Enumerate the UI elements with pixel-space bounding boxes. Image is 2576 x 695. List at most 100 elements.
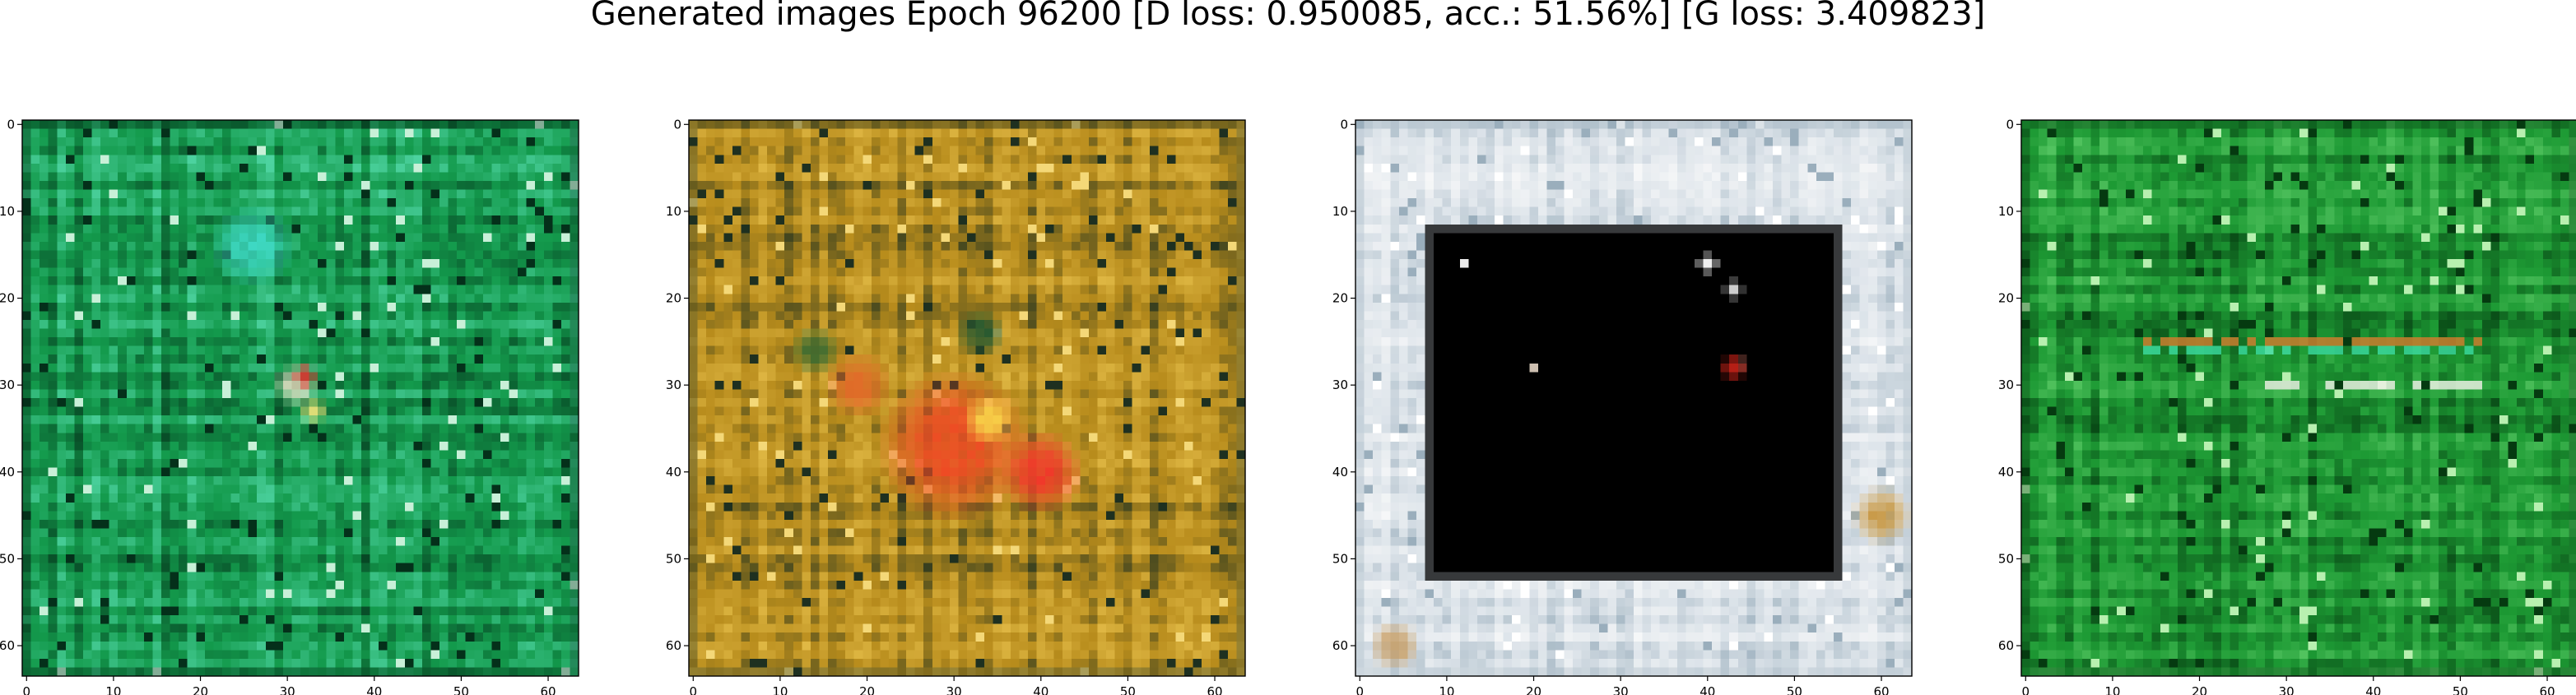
pixel: [941, 164, 950, 173]
pixel: [205, 233, 214, 242]
pixel: [552, 528, 561, 537]
y-tick-label: 0: [7, 117, 15, 132]
pixel: [283, 537, 292, 546]
pixel: [49, 563, 58, 572]
pixel: [249, 503, 258, 512]
pixel: [1211, 215, 1220, 225]
pixel: [118, 190, 127, 199]
pixel: [127, 268, 136, 277]
pixel: [715, 155, 724, 164]
pixel: [483, 537, 492, 546]
pixel: [179, 468, 188, 477]
pixel: [118, 554, 127, 563]
pixel: [880, 137, 889, 146]
pixel: [457, 320, 466, 329]
pixel: [205, 311, 214, 320]
pixel: [370, 285, 379, 294]
pixel: [309, 642, 319, 651]
pixel: [135, 442, 144, 451]
pixel: [335, 572, 344, 581]
pixel: [57, 563, 66, 572]
pixel: [318, 276, 327, 285]
pixel: [430, 407, 439, 416]
pixel: [837, 207, 846, 216]
pixel: [388, 632, 397, 642]
pixel: [457, 476, 466, 485]
pixel: [49, 581, 58, 590]
pixel: [22, 424, 31, 433]
pixel: [422, 320, 431, 329]
pixel: [309, 329, 319, 338]
pixel: [527, 198, 536, 207]
pixel: [22, 207, 31, 216]
pixel: [213, 364, 222, 373]
pixel: [483, 511, 492, 520]
pixel: [845, 215, 854, 225]
pixel: [544, 337, 553, 346]
pixel: [361, 650, 370, 659]
pixel: [1211, 146, 1220, 155]
pixel: [759, 155, 768, 164]
pixel: [570, 589, 579, 598]
pixel: [413, 164, 422, 173]
pixel: [413, 468, 422, 477]
pixel: [405, 259, 414, 268]
pixel: [49, 164, 58, 173]
pixel: [31, 442, 40, 451]
pixel: [396, 407, 405, 416]
pixel: [1236, 198, 1245, 207]
pixel: [449, 537, 458, 546]
pixel: [552, 598, 561, 607]
pixel: [413, 207, 422, 216]
pixel: [518, 537, 527, 546]
pixel: [274, 581, 283, 590]
pixel: [66, 615, 75, 624]
pixel: [291, 215, 300, 225]
pixel: [439, 242, 449, 251]
pixel: [1037, 215, 1046, 225]
pixel: [509, 190, 518, 199]
pixel: [561, 563, 570, 572]
pixel: [430, 155, 439, 164]
pixel: [1132, 164, 1142, 173]
pixel: [689, 190, 698, 199]
pixel: [100, 433, 109, 442]
pixel-grid-2: [689, 120, 1246, 677]
pixel: [544, 537, 553, 546]
pixel: [741, 181, 750, 190]
pixel: [344, 120, 353, 129]
pixel: [161, 624, 170, 633]
pixel: [388, 615, 397, 624]
pixel: [49, 450, 58, 459]
pixel: [527, 511, 536, 520]
pixel: [213, 259, 222, 268]
pixel: [483, 589, 492, 598]
pixel: [161, 667, 170, 676]
pixel: [327, 181, 336, 190]
pixel: [274, 650, 283, 659]
pixel: [335, 146, 344, 155]
pixel: [561, 320, 570, 329]
pixel: [1236, 172, 1245, 181]
pixel: [483, 346, 492, 355]
pixel: [767, 215, 776, 225]
pixel: [413, 493, 422, 503]
pixel: [466, 493, 475, 503]
pixel: [449, 225, 458, 234]
pixel: [83, 520, 92, 529]
pixel: [222, 294, 231, 303]
pixel: [544, 303, 553, 312]
pixel: [1123, 190, 1132, 199]
pixel: [300, 450, 309, 459]
pixel: [872, 181, 881, 190]
pixel: [352, 493, 361, 503]
pixel: [439, 225, 449, 234]
pixel: [205, 225, 214, 234]
pixel: [179, 503, 188, 512]
pixel: [92, 311, 101, 320]
pixel: [698, 190, 707, 199]
pixel: [466, 528, 475, 537]
pixel: [327, 424, 336, 433]
pixel: [266, 624, 275, 633]
pixel: [880, 233, 889, 242]
